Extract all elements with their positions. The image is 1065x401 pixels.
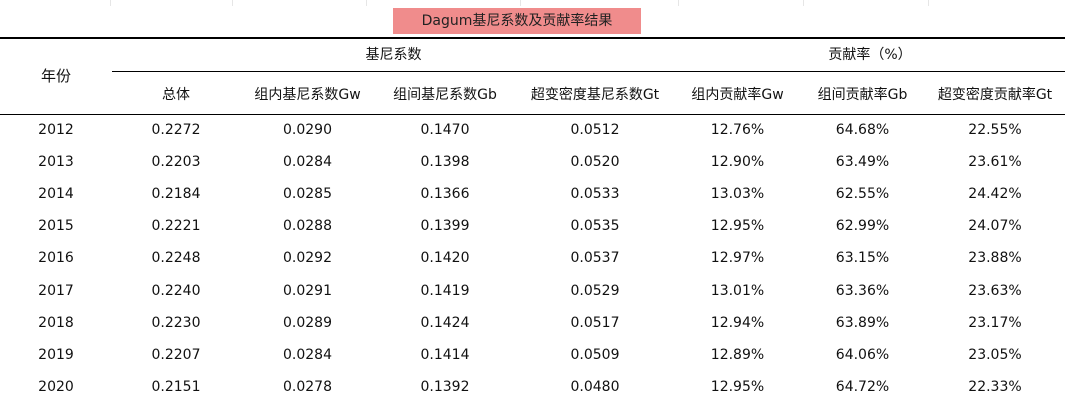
gini-group-header: 基尼系数 [365,47,422,63]
table-title: Dagum基尼系数及贡献率结果 [393,8,641,34]
header-bottom-rule [0,114,1065,115]
column-header-between-gini: 组间基尼系数Gb [393,87,497,103]
cell-overall: 0.2184 [151,186,201,202]
cell-within-gini: 0.0284 [283,154,332,170]
cell-year: 2012 [38,122,74,138]
cell-within-contribution: 12.90% [710,154,765,170]
cell-transvariation-contribution: 22.33% [968,379,1022,395]
cell-between-gini: 0.1398 [420,154,470,170]
cell-year: 2015 [38,218,74,234]
cell-between-contribution: 63.49% [835,154,890,170]
cell-transvariation-gini: 0.0520 [570,154,620,170]
cell-within-gini: 0.0289 [283,315,332,331]
cell-year: 2020 [38,379,74,395]
cell-within-gini: 0.0285 [283,186,332,202]
cell-within-contribution: 13.03% [710,186,765,202]
cell-between-contribution: 63.89% [835,315,890,331]
cell-within-contribution: 12.95% [710,218,765,234]
cell-between-contribution: 62.99% [835,218,890,234]
cell-between-contribution: 64.72% [835,379,890,395]
cell-transvariation-gini: 0.0537 [570,250,620,266]
cell-transvariation-contribution: 24.42% [968,186,1022,202]
cell-within-gini: 0.0290 [283,122,332,138]
cell-transvariation-gini: 0.0535 [570,218,620,234]
cell-within-gini: 0.0288 [283,218,332,234]
cell-within-gini: 0.0292 [283,250,332,266]
cell-overall: 0.2207 [151,347,201,363]
cell-within-contribution: 12.89% [710,347,765,363]
cell-transvariation-gini: 0.0517 [570,315,620,331]
cell-transvariation-contribution: 23.05% [968,347,1022,363]
cell-overall: 0.2240 [151,283,201,299]
table-top-rule [0,37,1065,39]
column-header-within-gini: 组内基尼系数Gw [254,87,361,103]
cell-overall: 0.2230 [151,315,201,331]
cell-between-contribution: 62.55% [835,186,890,202]
cell-between-gini: 0.1414 [420,347,470,363]
cell-transvariation-contribution: 23.61% [968,154,1022,170]
cell-transvariation-gini: 0.0512 [570,122,620,138]
cell-transvariation-contribution: 22.55% [968,122,1022,138]
column-header-overall: 总体 [162,87,190,103]
cell-within-gini: 0.0278 [283,379,332,395]
cell-within-contribution: 12.94% [710,315,765,331]
cell-between-gini: 0.1366 [420,186,470,202]
column-header-between-contribution: 组间贡献率Gb [817,87,908,103]
cell-year: 2014 [38,186,74,202]
cell-transvariation-contribution: 23.63% [968,283,1022,299]
cell-overall: 0.2248 [151,250,201,266]
cell-between-gini: 0.1392 [420,379,470,395]
cell-transvariation-gini: 0.0529 [570,283,620,299]
cell-between-gini: 0.1470 [420,122,470,138]
cell-within-contribution: 12.97% [710,250,765,266]
top-gridlines [0,0,1065,6]
cell-within-gini: 0.0291 [283,283,332,299]
cell-between-contribution: 63.36% [835,283,890,299]
cell-year: 2017 [38,283,74,299]
cell-within-contribution: 13.01% [710,283,765,299]
cell-transvariation-contribution: 23.17% [968,315,1022,331]
cell-between-gini: 0.1419 [420,283,470,299]
cell-between-contribution: 64.68% [835,122,890,138]
cell-within-contribution: 12.76% [710,122,765,138]
cell-between-gini: 0.1424 [420,315,470,331]
cell-overall: 0.2272 [151,122,201,138]
cell-transvariation-gini: 0.0509 [570,347,620,363]
cell-transvariation-contribution: 23.88% [968,250,1022,266]
cell-transvariation-gini: 0.0480 [570,379,620,395]
contribution-group-header: 贡献率（%） [828,47,912,63]
cell-year: 2019 [38,347,74,363]
cell-transvariation-gini: 0.0533 [570,186,620,202]
cell-between-gini: 0.1420 [420,250,470,266]
column-header-transvariation-contribution: 超变密度贡献率Gt [937,87,1053,103]
cell-within-gini: 0.0284 [283,347,332,363]
cell-between-contribution: 63.15% [835,250,890,266]
cell-transvariation-contribution: 24.07% [968,218,1022,234]
year-column-header: 年份 [40,67,71,85]
cell-overall: 0.2151 [151,379,201,395]
cell-between-contribution: 64.06% [835,347,890,363]
column-header-transvariation-gini: 超变密度基尼系数Gt [530,87,660,103]
column-header-within-contribution: 组内贡献率Gw [691,87,784,103]
cell-overall: 0.2221 [151,218,201,234]
cell-year: 2016 [38,250,74,266]
cell-year: 2013 [38,154,74,170]
group-header-rule [112,71,1065,72]
cell-between-gini: 0.1399 [420,218,470,234]
cell-year: 2018 [38,315,74,331]
cell-within-contribution: 12.95% [710,379,765,395]
cell-overall: 0.2203 [151,154,201,170]
